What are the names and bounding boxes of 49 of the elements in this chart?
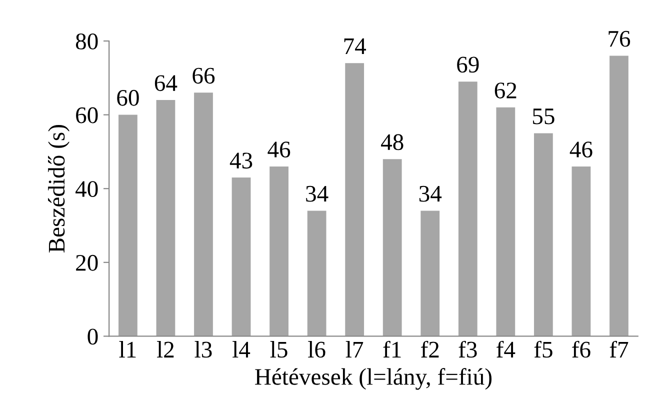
- bar: [420, 210, 440, 336]
- data-label: 48: [381, 134, 404, 150]
- x-tick-label: l2: [157, 341, 174, 358]
- bar: [534, 133, 553, 336]
- y-axis-title: Beszédidő (s): [48, 125, 70, 253]
- x-tick-label: l1: [119, 341, 136, 358]
- data-label: 55: [533, 108, 554, 124]
- x-tick-label: l3: [194, 341, 212, 358]
- y-tick-label: 0: [88, 328, 98, 345]
- bar: [458, 82, 478, 336]
- data-label: 60: [117, 90, 139, 106]
- x-tick-label: f2: [421, 340, 439, 358]
- y-tick-label: 20: [76, 254, 98, 271]
- bar: [232, 178, 251, 336]
- x-tick-label: f7: [610, 340, 628, 358]
- bar: [572, 166, 591, 336]
- x-tick-label: l5: [270, 341, 288, 358]
- data-label: 74: [344, 38, 366, 54]
- bar: [496, 107, 516, 336]
- x-tick-label: l4: [232, 341, 250, 358]
- bar: [118, 114, 138, 336]
- data-label: 64: [154, 75, 178, 92]
- y-tick-label: 80: [76, 33, 98, 50]
- data-label: 43: [230, 152, 252, 169]
- bar: [156, 100, 176, 336]
- x-tick-label: f5: [534, 340, 552, 358]
- data-label: 69: [457, 56, 479, 73]
- data-label: 76: [608, 30, 630, 47]
- y-tick-label: 40: [76, 181, 98, 198]
- bar: [345, 63, 364, 336]
- bar: [610, 56, 628, 336]
- x-tick-label: l7: [346, 341, 364, 358]
- bar: [307, 210, 326, 336]
- x-tick-label: l6: [308, 341, 326, 358]
- x-axis-title: Hétévesek (l=lány, f=fiú): [255, 368, 492, 390]
- data-label: 34: [419, 186, 442, 202]
- bar: [382, 159, 402, 336]
- data-label: 46: [570, 142, 592, 158]
- y-tick-label: 60: [76, 107, 98, 124]
- x-tick-label: f1: [383, 340, 401, 358]
- bar: [194, 92, 213, 336]
- x-tick-label: f4: [496, 340, 516, 358]
- bar: [270, 166, 288, 336]
- data-label: 34: [306, 186, 328, 202]
- data-label: 66: [192, 68, 215, 84]
- x-tick-label: f6: [572, 340, 590, 358]
- data-label: 62: [494, 82, 516, 98]
- x-tick-label: f3: [458, 340, 477, 358]
- data-label: 46: [268, 142, 290, 158]
